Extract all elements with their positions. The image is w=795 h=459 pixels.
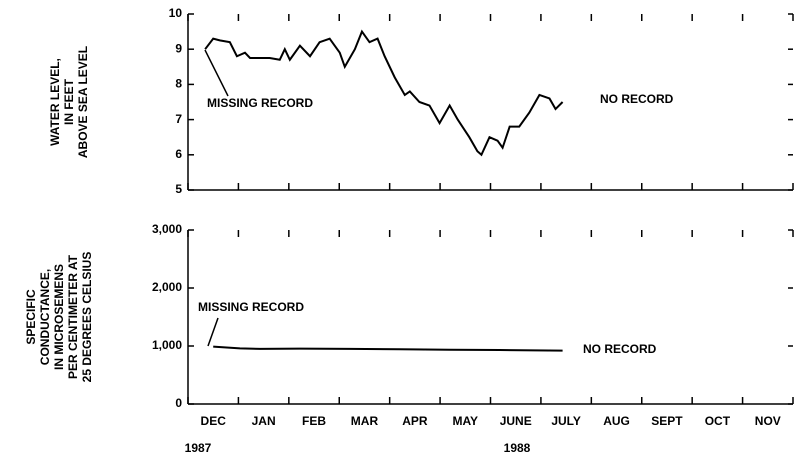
x-tick-label: MAY	[453, 414, 479, 428]
y-tick-label: 5	[175, 182, 182, 196]
x-tick-label: FEB	[302, 414, 326, 428]
x-tick-label: JAN	[252, 414, 276, 428]
y-tick-label: 8	[175, 77, 182, 91]
data-line	[204, 29, 564, 157]
x-tick-label: JUNE	[500, 414, 532, 428]
y-axis-label: IN FEET	[62, 78, 76, 125]
y-tick-label: 2,000	[152, 280, 182, 294]
y-tick-label: 3,000	[152, 222, 182, 236]
annotation: NO RECORD	[600, 92, 674, 106]
year-label: 1988	[504, 441, 531, 455]
y-tick-label: 7	[175, 112, 182, 126]
annotation: MISSING RECORD	[198, 300, 304, 314]
data-line	[213, 345, 563, 352]
y-tick-label: 9	[175, 41, 182, 55]
year-label: 1987	[185, 441, 212, 455]
annotation: NO RECORD	[583, 342, 657, 356]
y-tick-label: 10	[169, 6, 183, 20]
x-tick-label: DEC	[201, 414, 227, 428]
annotation: MISSING RECORD	[207, 96, 313, 110]
x-tick-label: MAR	[351, 414, 379, 428]
x-tick-label: APR	[402, 414, 428, 428]
y-axis-label: WATER LEVEL,	[48, 58, 62, 146]
leader-line	[207, 317, 219, 347]
y-axis-label: PER CENTIMETER AT	[66, 254, 80, 379]
x-tick-label: AUG	[603, 414, 630, 428]
y-tick-label: 6	[175, 147, 182, 161]
leader-line	[204, 49, 229, 97]
x-tick-label: OCT	[705, 414, 731, 428]
x-tick-label: NOV	[755, 414, 781, 428]
y-axis-label: ABOVE SEA LEVEL	[76, 46, 90, 158]
y-axis-label: CONDUCTANCE,	[38, 269, 52, 365]
y-tick-label: 1,000	[152, 338, 182, 352]
x-tick-label: JULY	[551, 414, 581, 428]
y-axis-label: 25 DEGREES CELSIUS	[80, 252, 94, 383]
y-axis-label: IN MICROSEMENS	[52, 264, 66, 370]
x-tick-label: SEPT	[651, 414, 683, 428]
y-axis-label: SPECIFIC	[24, 289, 38, 345]
y-tick-label: 0	[175, 396, 182, 410]
